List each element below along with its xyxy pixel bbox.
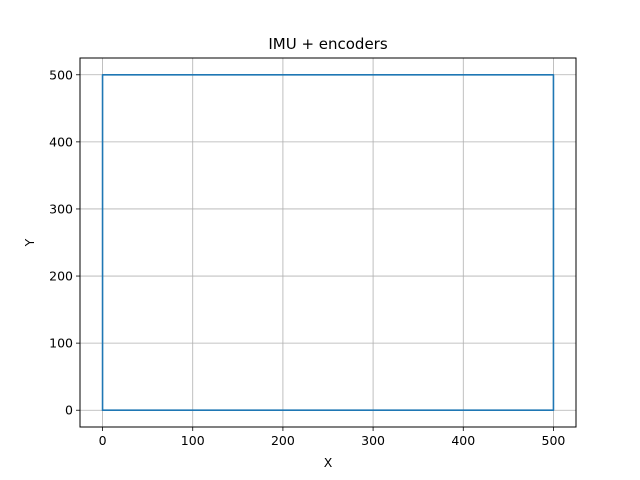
- x-tick-label-3: 300: [361, 433, 385, 448]
- x-tick-label-2: 200: [271, 433, 295, 448]
- y-tick-label-4: 400: [49, 134, 73, 149]
- x-tick-label-0: 0: [99, 433, 107, 448]
- x-tick-label-1: 100: [181, 433, 205, 448]
- tick-layer: 0 100 200 300 400 500 0 100 200 300 400 500: [49, 67, 565, 448]
- y-axis-label: Y: [22, 238, 37, 247]
- plot-frame: [79, 57, 577, 428]
- y-tick-label-1: 100: [49, 336, 73, 351]
- chart-title: IMU + encoders: [268, 35, 388, 53]
- x-tick-label-4: 400: [451, 433, 475, 448]
- series-line-0: [101, 73, 555, 412]
- series-layer: [101, 73, 555, 412]
- x-axis-label: X: [324, 455, 333, 470]
- y-tick-label-3: 300: [49, 201, 73, 216]
- y-tick-label-2: 200: [49, 269, 73, 284]
- y-tick-label-5: 500: [49, 67, 73, 82]
- x-tick-label-5: 500: [542, 433, 566, 448]
- grid-layer: [80, 58, 576, 427]
- y-tick-label-0: 0: [65, 403, 73, 418]
